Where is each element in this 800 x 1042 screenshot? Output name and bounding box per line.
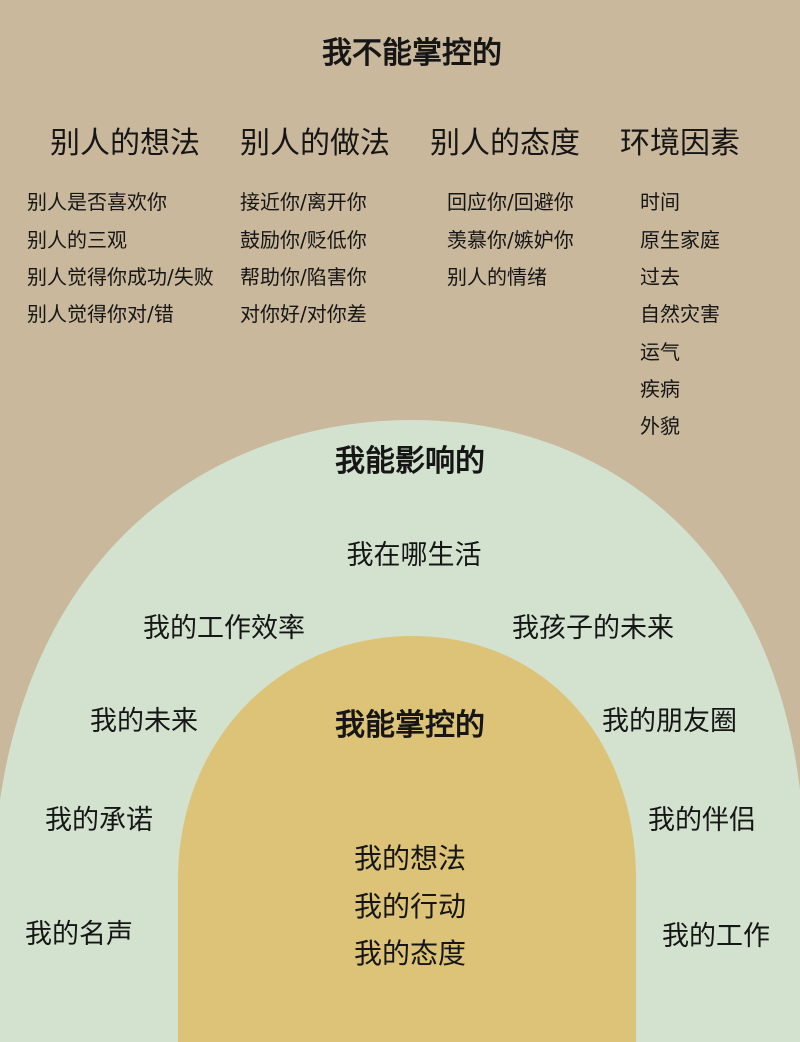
list-item: 过去 bbox=[640, 265, 680, 289]
list-item: 别人的情绪 bbox=[447, 265, 547, 289]
influence-item: 我的工作效率 bbox=[143, 613, 305, 644]
list-item: 疾病 bbox=[640, 377, 680, 401]
column-heading-others-thoughts: 别人的想法 bbox=[50, 126, 200, 161]
influence-item: 我的名声 bbox=[25, 919, 133, 950]
control-title: 我能掌控的 bbox=[335, 708, 485, 743]
list-item: 接近你/离开你 bbox=[240, 190, 367, 214]
list-item: 别人的三观 bbox=[27, 228, 127, 252]
list-item: 鼓励你/贬低你 bbox=[240, 228, 367, 252]
list-item: 外貌 bbox=[640, 414, 680, 438]
control-item: 我的想法 bbox=[353, 842, 467, 875]
influence-title: 我能影响的 bbox=[335, 444, 485, 479]
column-heading-environment: 环境因素 bbox=[620, 126, 740, 161]
list-item: 别人觉得你对/错 bbox=[27, 302, 174, 326]
list-item: 运气 bbox=[640, 340, 680, 364]
column-heading-others-attitude: 别人的态度 bbox=[430, 126, 580, 161]
list-item: 回应你/回避你 bbox=[447, 190, 574, 214]
influence-item: 我的朋友圈 bbox=[602, 706, 737, 737]
influence-item: 我的伴侣 bbox=[648, 805, 756, 836]
influence-item: 我的工作 bbox=[662, 921, 770, 952]
control-arch bbox=[178, 636, 636, 1042]
list-item: 自然灾害 bbox=[640, 302, 720, 326]
outer-title: 我不能掌控的 bbox=[322, 36, 502, 71]
list-item: 时间 bbox=[640, 190, 680, 214]
list-item: 对你好/对你差 bbox=[240, 302, 367, 326]
influence-item: 我的承诺 bbox=[45, 805, 153, 836]
influence-item: 我在哪生活 bbox=[346, 540, 482, 571]
influence-item: 我孩子的未来 bbox=[512, 613, 674, 644]
list-item: 原生家庭 bbox=[640, 228, 720, 252]
influence-item: 我的未来 bbox=[90, 706, 198, 737]
control-item: 我的态度 bbox=[353, 937, 467, 970]
list-item: 别人是否喜欢你 bbox=[27, 190, 167, 214]
list-item: 羡慕你/嫉妒你 bbox=[447, 228, 574, 252]
column-heading-others-actions: 别人的做法 bbox=[240, 126, 390, 161]
control-item: 我的行动 bbox=[353, 890, 467, 923]
list-item: 别人觉得你成功/失败 bbox=[27, 265, 214, 289]
list-item: 帮助你/陷害你 bbox=[240, 265, 367, 289]
